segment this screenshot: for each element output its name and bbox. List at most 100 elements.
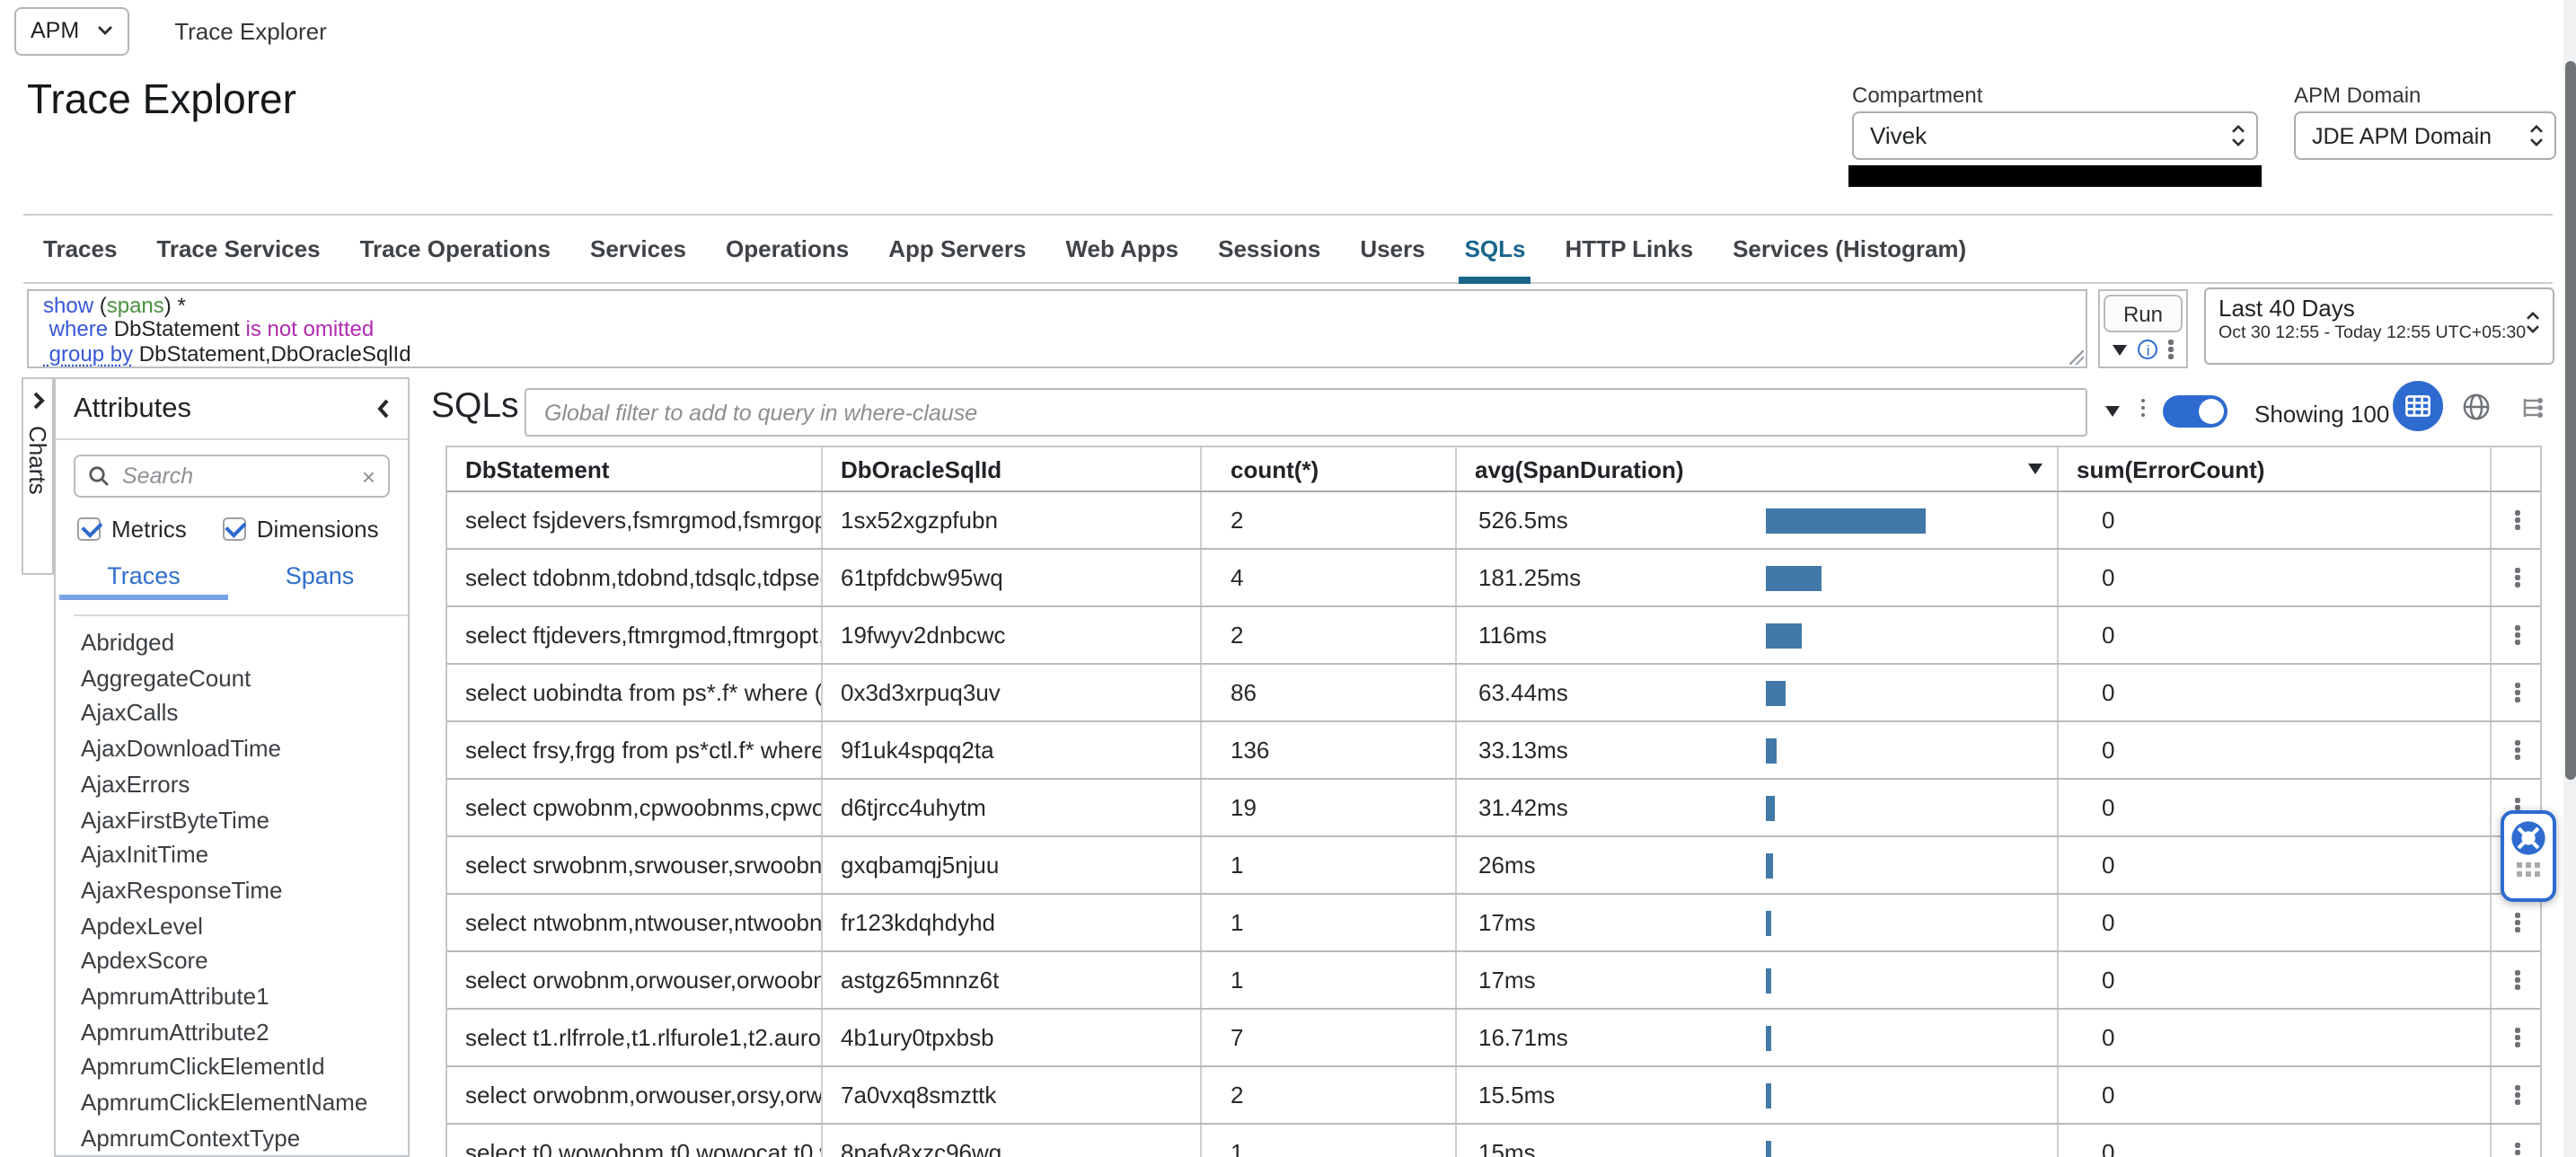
apm-domain-label: APM Domain (2294, 83, 2421, 108)
cell-dbstatement: select orwobnm,orwouser,orsy,orwou… (447, 1067, 821, 1123)
compartment-select[interactable]: Vivek (1852, 111, 2258, 160)
row-kebab-menu-icon[interactable] (2490, 550, 2544, 605)
attribute-item[interactable]: ApmrumContextType (81, 1121, 408, 1155)
vertical-scrollbar[interactable] (2563, 0, 2576, 1157)
row-kebab-menu-icon[interactable] (2490, 607, 2544, 663)
info-icon[interactable]: i (2139, 340, 2158, 359)
global-filter-input[interactable] (525, 388, 2087, 437)
sql-results-table: DbStatement DbOracleSqlId count(*) avg(S… (446, 446, 2542, 1157)
table-view-button[interactable] (2393, 381, 2443, 431)
checkbox-icon (223, 517, 246, 541)
row-kebab-menu-icon[interactable] (2490, 895, 2544, 950)
cell-count-link[interactable]: 4 (1200, 550, 1455, 605)
cell-count-link[interactable]: 1 (1200, 895, 1455, 950)
cell-dboraclesqlid: fr123kdqhdyhd (821, 895, 1200, 950)
tab-traces[interactable]: Traces (56, 562, 232, 600)
row-kebab-menu-icon[interactable] (2490, 722, 2544, 778)
auto-refresh-toggle[interactable] (2163, 395, 2228, 428)
tab-label: Users (1360, 235, 1425, 262)
tab-spans[interactable]: Spans (232, 562, 408, 600)
tab-sqls[interactable]: SQLs (1445, 216, 1546, 282)
attribute-item[interactable]: ApmrumAttribute2 (81, 1014, 408, 1049)
cell-count-link[interactable]: 2 (1200, 607, 1455, 663)
tab-services[interactable]: Services (570, 216, 706, 282)
query-dropdown-caret-icon[interactable] (2113, 344, 2128, 355)
attribute-item[interactable]: AjaxFirstByteTime (81, 802, 408, 837)
tab-services-histogram[interactable]: Services (Histogram) (1713, 216, 1986, 282)
cell-avg-spanduration: 31.42ms (1455, 780, 2057, 835)
column-header-count[interactable]: count(*) (1200, 447, 1455, 490)
apm-domain-select[interactable]: JDE APM Domain (2294, 111, 2556, 160)
column-header-dbstatement[interactable]: DbStatement (447, 447, 821, 490)
attribute-item[interactable]: ApmrumClickElementId (81, 1050, 408, 1085)
help-widget[interactable] (2501, 810, 2556, 902)
page-title: Trace Explorer (27, 75, 296, 124)
attribute-item[interactable]: AjaxInitTime (81, 837, 408, 872)
cell-dboraclesqlid: 1sx52xgzpfubn (821, 492, 1200, 548)
filter-dropdown-caret-icon[interactable] (2105, 406, 2120, 417)
tab-operations[interactable]: Operations (706, 216, 869, 282)
topology-view-button[interactable] (2520, 395, 2545, 429)
clear-search-icon[interactable]: × (362, 464, 375, 488)
column-header-sum-errorcount[interactable]: sum(ErrorCount) (2057, 447, 2490, 490)
table-row: select cpwobnm,cpwoobnms,cpwoo… d6tjrcc4… (447, 780, 2540, 837)
duration-bar (1766, 737, 1777, 763)
app-select[interactable]: APM (14, 6, 129, 55)
row-kebab-menu-icon[interactable] (2490, 1067, 2544, 1123)
tab-trace-services[interactable]: Trace Services (137, 216, 340, 282)
cell-count-link[interactable]: 2 (1200, 1067, 1455, 1123)
time-range-label: Last 40 Days (2219, 295, 2513, 322)
tab-web-apps[interactable]: Web Apps (1045, 216, 1198, 282)
run-button[interactable]: Run (2104, 295, 2183, 332)
tab-http-links[interactable]: HTTP Links (1546, 216, 1714, 282)
drag-handle-icon[interactable] (2517, 862, 2541, 878)
attribute-item[interactable]: AggregateCount (81, 660, 408, 695)
attribute-item[interactable]: AjaxCalls (81, 696, 408, 731)
duration-bar (1766, 1025, 1771, 1050)
tab-trace-operations[interactable]: Trace Operations (340, 216, 570, 282)
geomap-view-button[interactable] (2463, 393, 2490, 429)
column-header-dboraclesqlid[interactable]: DbOracleSqlId (821, 447, 1200, 490)
cell-sum-errorcount: 0 (2057, 1010, 2490, 1065)
collapse-panel-icon[interactable] (377, 399, 390, 419)
dimensions-checkbox[interactable]: Dimensions (223, 516, 379, 543)
cell-count-link[interactable]: 2 (1200, 492, 1455, 548)
results-kebab-menu-icon[interactable] (2141, 399, 2146, 418)
cell-count-link[interactable]: 86 (1200, 665, 1455, 720)
scrollbar-thumb[interactable] (2564, 61, 2575, 780)
tab-users[interactable]: Users (1340, 216, 1444, 282)
column-header-avg-spanduration[interactable]: avg(SpanDuration) (1455, 447, 2057, 490)
attribute-item[interactable]: AjaxErrors (81, 767, 408, 802)
attribute-item[interactable]: ApmrumClickElementName (81, 1085, 408, 1120)
tab-sessions[interactable]: Sessions (1198, 216, 1340, 282)
cell-avg-spanduration: 17ms (1455, 895, 2057, 950)
attribute-item[interactable]: AjaxResponseTime (81, 873, 408, 908)
row-kebab-menu-icon[interactable] (2490, 492, 2544, 548)
attribute-item[interactable]: ApmrumAttribute1 (81, 979, 408, 1014)
cell-count-link[interactable]: 1 (1200, 952, 1455, 1008)
cell-count-link[interactable]: 7 (1200, 1010, 1455, 1065)
row-kebab-menu-icon[interactable] (2490, 1125, 2544, 1157)
cell-count-link[interactable]: 136 (1200, 722, 1455, 778)
tab-app-servers[interactable]: App Servers (869, 216, 1045, 282)
charts-panel-toggle[interactable]: Charts (22, 377, 54, 575)
row-kebab-menu-icon[interactable] (2490, 665, 2544, 720)
query-editor[interactable]: show (spans) * where DbStatement is not … (27, 289, 2087, 368)
row-kebab-menu-icon[interactable] (2490, 1010, 2544, 1065)
metrics-checkbox[interactable]: Metrics (77, 516, 187, 543)
cell-count-link[interactable]: 1 (1200, 837, 1455, 893)
attribute-search-input[interactable] (119, 462, 353, 490)
cell-count-link[interactable]: 1 (1200, 1125, 1455, 1157)
attribute-item[interactable]: AjaxDownloadTime (81, 731, 408, 766)
tab-label: Operations (726, 235, 849, 262)
attribute-item[interactable]: ApdexLevel (81, 908, 408, 943)
attribute-item[interactable]: ApdexScore (81, 944, 408, 979)
duration-bar (1766, 1082, 1771, 1108)
cell-avg-spanduration: 16.71ms (1455, 1010, 2057, 1065)
time-range-select[interactable]: Last 40 Days Oct 30 12:55 - Today 12:55 … (2204, 287, 2554, 365)
query-kebab-menu-icon[interactable] (2169, 340, 2174, 359)
tab-traces[interactable]: Traces (23, 216, 137, 282)
attribute-item[interactable]: Abridged (81, 625, 408, 660)
row-kebab-menu-icon[interactable] (2490, 952, 2544, 1008)
cell-count-link[interactable]: 19 (1200, 780, 1455, 835)
